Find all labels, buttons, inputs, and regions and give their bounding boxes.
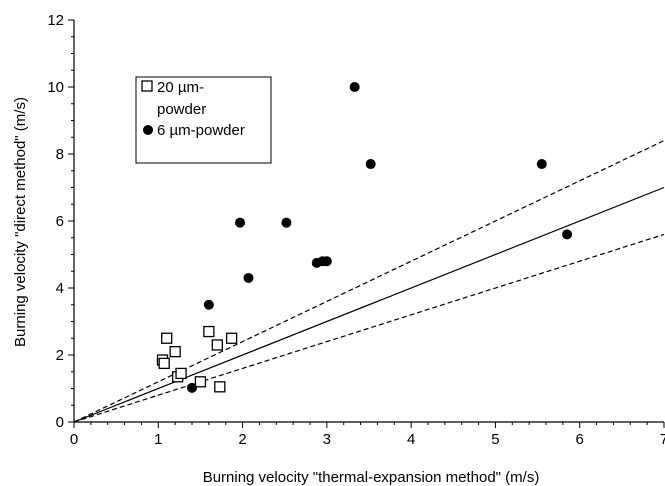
data-point-square [214,381,226,393]
data-point-circle [187,382,197,393]
data-point-square [194,376,207,388]
x-tick-label: 5 [491,431,499,448]
legend-label-6um: 6 µm-powder [157,122,245,139]
y-axis-ticks: 0 2 4 6 8 10 12 [47,12,74,431]
solid-reference-line [73,186,665,423]
legend-label-20um-cont: powder [157,101,206,118]
x-tick-label: 7 [660,431,665,448]
x-tick-label: 1 [154,431,162,448]
y-axis-label: Burning velocity "direct method" (m/s) [12,97,29,347]
data-point-square [203,325,215,338]
y-tick-label: 2 [56,347,64,364]
data-point-square [175,367,187,380]
y-tick-label: 8 [56,146,64,163]
x-tick-label: 3 [323,431,331,448]
data-series [156,82,573,393]
legend-marker-6um [143,125,153,135]
data-point-circle [365,159,376,170]
data-point-square [211,339,223,351]
legend-marker-20um [141,80,153,92]
data-point-circle [281,217,292,228]
x-axis-ticks: 0 1 2 3 4 5 6 7 [70,422,665,448]
reference-lines [73,140,665,423]
data-point-square [169,345,181,358]
data-point-circle [536,159,547,170]
y-tick-label: 4 [56,280,64,297]
x-tick-label: 6 [576,431,584,448]
data-point-circle [235,217,246,228]
x-tick-label: 4 [407,431,415,448]
dashed-reference-line [73,233,665,423]
data-point-circle [203,299,214,310]
y-tick-label: 0 [56,414,64,431]
data-point-circle [349,82,360,92]
data-point-square [158,357,170,370]
dashed-reference-line [73,140,665,423]
y-tick-label: 6 [56,213,64,230]
x-axis-label: Burning velocity "thermal-expansion meth… [203,469,540,486]
y-tick-label: 12 [47,12,64,29]
legend: 20 µm- powder 6 µm-powder [135,76,272,164]
legend-label-20um: 20 µm- [157,79,204,96]
y-tick-label: 10 [47,79,64,96]
x-tick-label: 2 [238,431,246,448]
data-point-square [161,332,173,344]
x-tick-label: 0 [70,431,78,448]
legend-box [135,76,272,164]
data-point-square [225,332,238,344]
data-point-circle [243,272,254,283]
data-point-circle [562,229,573,240]
data-point-circle [321,256,332,267]
